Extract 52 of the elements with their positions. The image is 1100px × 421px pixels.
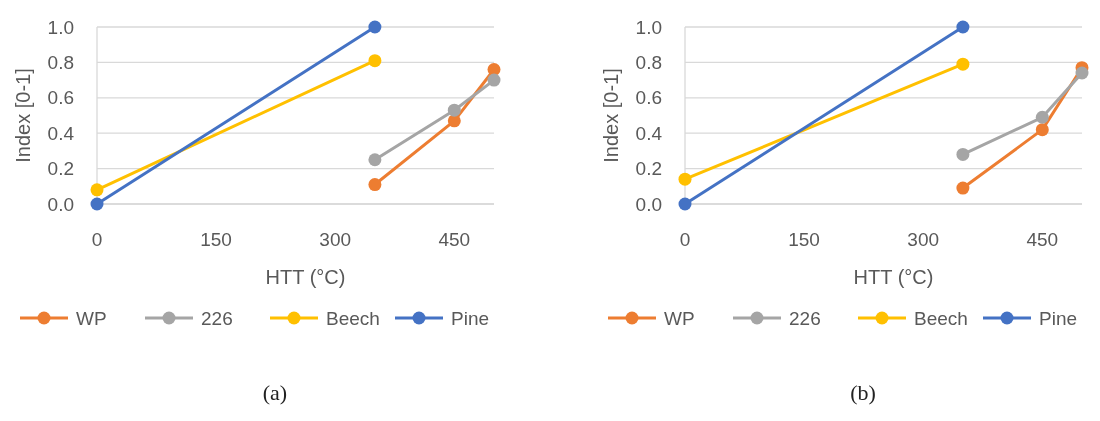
y-tick-label: 0.4 bbox=[635, 122, 663, 144]
point bbox=[368, 20, 382, 34]
y-tick-label: 0.6 bbox=[635, 87, 662, 109]
y-tick-label: 0.2 bbox=[635, 158, 662, 180]
x-tick-label: 450 bbox=[1026, 229, 1059, 250]
y-axis-title: Index [0-1] bbox=[600, 68, 622, 163]
text: (b) bbox=[850, 380, 876, 405]
point bbox=[368, 54, 382, 68]
point bbox=[447, 103, 461, 117]
point bbox=[1035, 110, 1049, 124]
x-tick-label: 300 bbox=[319, 229, 352, 250]
point bbox=[956, 181, 970, 195]
legend-label: 226 bbox=[201, 307, 233, 329]
y-tick-label: 0.0 bbox=[635, 193, 662, 215]
x-tick-label: 450 bbox=[438, 229, 471, 250]
y-tick-label: 0.4 bbox=[47, 122, 75, 144]
x-axis-title: HTT (°C) bbox=[265, 266, 346, 288]
legend-label: Beech bbox=[326, 307, 380, 329]
y-tick-label: 1.0 bbox=[47, 16, 74, 38]
point bbox=[90, 197, 104, 211]
point bbox=[678, 197, 692, 211]
point bbox=[487, 62, 501, 76]
x-tick-label: 0 bbox=[91, 229, 103, 250]
y-tick-label: 1.0 bbox=[635, 16, 662, 38]
point bbox=[487, 73, 501, 87]
point bbox=[1035, 123, 1049, 137]
legend-label: Pine bbox=[451, 307, 490, 329]
x-tick-label: 0 bbox=[679, 229, 691, 250]
point bbox=[678, 172, 692, 186]
y-tick-label: 0.8 bbox=[635, 52, 662, 74]
point bbox=[368, 178, 382, 192]
y-tick-label: 0.2 bbox=[47, 158, 74, 180]
y-axis-title: Index [0-1] bbox=[12, 68, 34, 163]
point bbox=[956, 20, 970, 34]
point bbox=[956, 57, 970, 71]
legend-label: 226 bbox=[789, 307, 821, 329]
x-tick-label: 150 bbox=[788, 229, 820, 250]
legend-label: Pine bbox=[1039, 307, 1078, 329]
text: (a) bbox=[262, 380, 288, 405]
point bbox=[368, 153, 382, 167]
point bbox=[956, 147, 970, 161]
legend-label: Beech bbox=[914, 307, 968, 329]
legend-label: WP bbox=[76, 307, 107, 329]
x-axis-title: HTT (°C) bbox=[853, 266, 934, 288]
point bbox=[1075, 66, 1089, 80]
y-tick-label: 0.8 bbox=[47, 52, 74, 74]
point bbox=[90, 183, 104, 197]
x-tick-label: 150 bbox=[200, 229, 232, 250]
y-tick-label: 0.0 bbox=[47, 193, 74, 215]
y-tick-label: 0.6 bbox=[47, 87, 74, 109]
x-tick-label: 300 bbox=[907, 229, 940, 250]
legend-label: WP bbox=[664, 307, 695, 329]
